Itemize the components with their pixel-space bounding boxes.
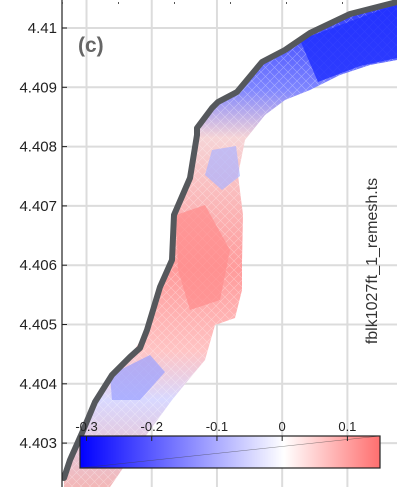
- side-label: fblk1027ft_1_remesh.ts: [364, 178, 381, 344]
- y-tick-label: 4.408: [19, 139, 57, 156]
- y-tick-label: 4.409: [19, 79, 57, 96]
- blue-patch-low: [110, 355, 165, 400]
- y-tick-label: 4.403: [19, 435, 57, 452]
- colorbar-tick-label: -0.3: [75, 419, 97, 434]
- panel-label: (c): [78, 34, 104, 57]
- colorbar-ticks: -0.3 -0.2 -0.1 0 0.1: [75, 419, 356, 441]
- colorbar: -0.3 -0.2 -0.1 0 0.1: [75, 419, 381, 469]
- blue-patch-bend: [205, 146, 240, 190]
- blue-patch-top: [300, 4, 397, 82]
- red-patch-mid: [176, 205, 230, 310]
- y-axis: 4.41 4.409 4.408 4.407 4.406 4.405 4.404 4.403: [19, 20, 67, 452]
- y-tick-label: 4.41: [28, 20, 57, 37]
- y-tick-label: 4.407: [19, 198, 57, 215]
- boundary-trace-line: [62, 0, 397, 481]
- colorbar-tick-label: -0.2: [141, 419, 163, 434]
- colorbar-tick-label: 0: [279, 419, 286, 434]
- y-tick-label: 4.404: [19, 376, 57, 393]
- colorbar-diagonal: [79, 435, 381, 469]
- y-tick-label: 4.406: [19, 257, 57, 274]
- y-tick-label: 4.405: [19, 317, 57, 334]
- colorbar-tick-label: 0.1: [338, 419, 356, 434]
- colorbar-tick-label: -0.1: [206, 419, 228, 434]
